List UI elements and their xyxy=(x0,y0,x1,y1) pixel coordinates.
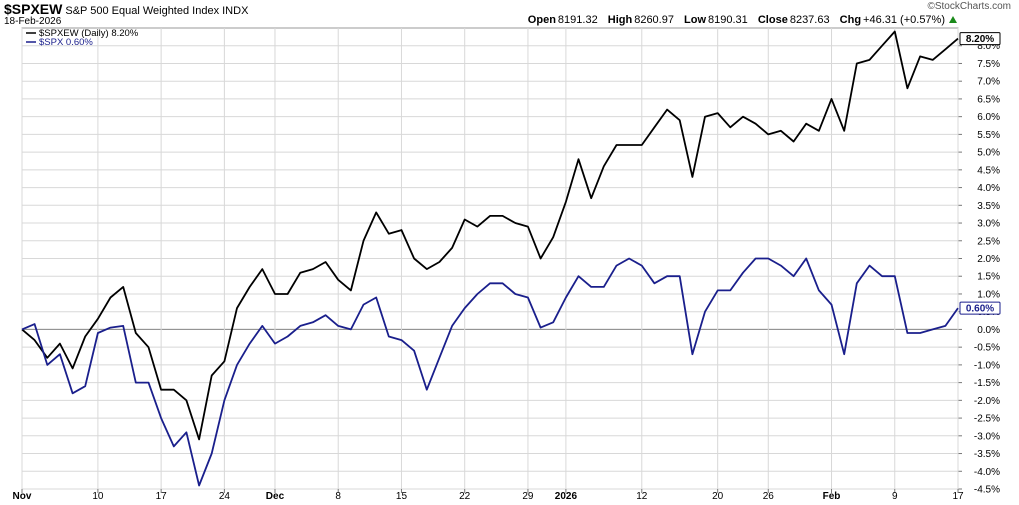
low-label: Low xyxy=(684,14,707,26)
y-tick-label: 2.5% xyxy=(977,236,1000,247)
low-value: 8190.31 xyxy=(708,14,748,26)
close-label: Close xyxy=(757,14,788,26)
x-tick-label: 22 xyxy=(459,491,471,502)
y-tick-label: 6.0% xyxy=(977,112,1000,123)
y-tick-label: 4.5% xyxy=(977,165,1000,176)
legend-label: $SPX 0.60% xyxy=(39,37,93,48)
high-value: 8260.97 xyxy=(634,14,674,26)
high-label: High xyxy=(607,14,633,26)
y-tick-label: 4.0% xyxy=(977,183,1000,194)
y-tick-label: -2.5% xyxy=(974,414,1000,425)
y-tick-label: -4.5% xyxy=(974,485,1000,496)
series-line-spx xyxy=(21,257,959,487)
y-tick-label: -2.0% xyxy=(974,396,1000,407)
end-value-label: 0.60% xyxy=(966,304,994,315)
end-value-label: 8.20% xyxy=(966,34,994,45)
x-tick-label: 20 xyxy=(712,491,724,502)
chg-label: Chg xyxy=(839,14,862,26)
x-tick-label: Dec xyxy=(266,491,285,502)
symbol-title: $SPXEW S&P 500 Equal Weighted Index INDX xyxy=(4,1,249,17)
y-tick-label: -1.5% xyxy=(974,378,1000,389)
y-tick-label: 7.0% xyxy=(977,77,1000,88)
x-tick-label: Nov xyxy=(13,491,32,502)
x-tick-label: 8 xyxy=(335,491,341,502)
chg-value: +46.31 (+0.57%) xyxy=(863,14,945,26)
series-line-spxew xyxy=(21,30,959,441)
x-tick-label: 24 xyxy=(219,491,231,502)
x-tick-label: 15 xyxy=(396,491,408,502)
x-tick-label: 9 xyxy=(892,491,898,502)
y-tick-label: 3.5% xyxy=(977,201,1000,212)
y-tick-label: 8.0% xyxy=(977,41,1000,52)
y-tick-label: 7.5% xyxy=(977,59,1000,70)
y-tick-label: 2.0% xyxy=(977,254,1000,265)
y-tick-label: -1.0% xyxy=(974,360,1000,371)
y-tick-label: -4.0% xyxy=(974,467,1000,478)
y-tick-label: 5.5% xyxy=(977,130,1000,141)
x-tick-label: 2026 xyxy=(555,491,578,502)
symbol-description: S&P 500 Equal Weighted Index INDX xyxy=(65,5,249,17)
ohlc-bar: Open 8191.32 High 8260.97 Low 8190.31 Close… xyxy=(521,14,957,26)
y-tick-label: 0.0% xyxy=(977,325,1000,336)
close-value: 8237.63 xyxy=(789,14,830,26)
y-tick-label: 6.5% xyxy=(977,94,1000,105)
x-tick-label: Feb xyxy=(823,491,841,502)
x-tick-label: 29 xyxy=(522,491,534,502)
end-value-box xyxy=(959,32,1001,46)
brand-logo: ©StockCharts.com xyxy=(927,1,1011,12)
x-tick-label: 17 xyxy=(952,491,964,502)
open-label: Open xyxy=(527,14,556,26)
chart-date: 18-Feb-2026 xyxy=(4,16,62,27)
y-tick-label: -0.5% xyxy=(974,343,1000,354)
open-value: 8191.32 xyxy=(557,14,598,26)
up-triangle-icon xyxy=(949,16,957,23)
y-tick-label: -3.5% xyxy=(974,449,1000,460)
y-tick-label: 5.0% xyxy=(977,148,1000,159)
x-tick-label: 10 xyxy=(92,491,104,502)
x-tick-label: 12 xyxy=(636,491,648,502)
legend-label: $SPXEW (Daily) 8.20% xyxy=(39,28,139,39)
x-tick-label: 26 xyxy=(763,491,775,502)
y-tick-label: 3.0% xyxy=(977,219,1000,230)
x-tick-label: 17 xyxy=(156,491,168,502)
y-tick-label: 1.5% xyxy=(977,272,1000,283)
y-tick-label: -3.0% xyxy=(974,431,1000,442)
end-value-box xyxy=(959,301,1001,315)
chart-header: $SPXEW S&P 500 Equal Weighted Index INDX … xyxy=(0,0,1019,28)
y-tick-label: 1.0% xyxy=(977,289,1000,300)
